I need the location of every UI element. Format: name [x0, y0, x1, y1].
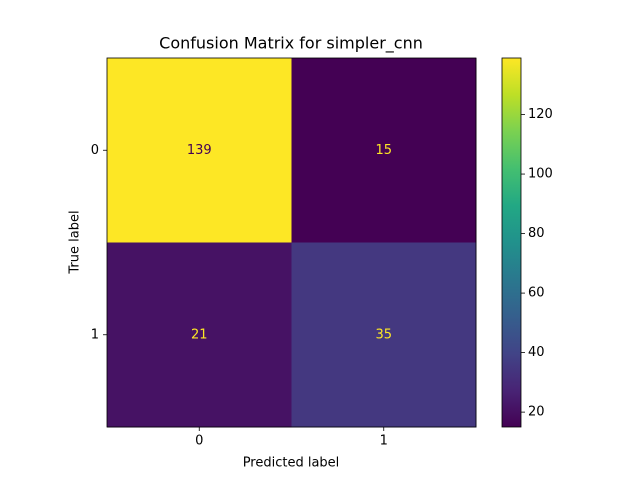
y-tick-label: 1 — [91, 327, 99, 342]
colorbar-tick-label: 80 — [528, 226, 545, 241]
x-axis-label: Predicted label — [243, 456, 340, 471]
heatmap-cell — [107, 242, 292, 428]
colorbar-tick-label: 120 — [528, 107, 553, 122]
chart-title: Confusion Matrix for simpler_cnn — [159, 34, 423, 54]
heatmap-cell — [107, 58, 292, 243]
heatmap-cell — [291, 242, 477, 428]
colorbar — [501, 57, 522, 428]
colorbar-tick-label: 20 — [528, 405, 545, 420]
colorbar-tick-label: 40 — [528, 345, 545, 360]
y-axis-label: True label — [68, 210, 83, 274]
plot-frame — [106, 57, 477, 428]
colorbar-tick-label: 60 — [528, 286, 545, 301]
cell-value-label: 21 — [191, 327, 208, 342]
cell-value-label: 15 — [375, 143, 392, 158]
y-tick-label: 0 — [91, 143, 99, 158]
x-tick-label: 0 — [195, 434, 203, 449]
cell-value-label: 139 — [187, 143, 212, 158]
cell-value-label: 35 — [375, 327, 392, 342]
heatmap-cell — [291, 58, 477, 243]
x-tick-label: 1 — [380, 434, 388, 449]
colorbar-tick-label: 100 — [528, 167, 553, 182]
